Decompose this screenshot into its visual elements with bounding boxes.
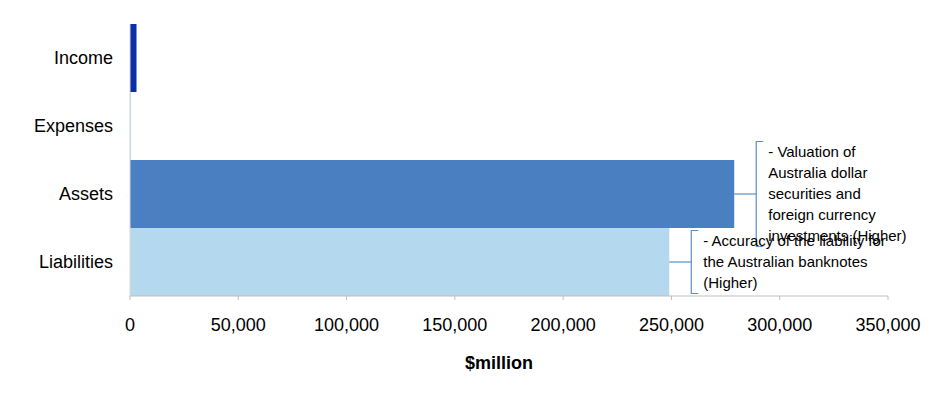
tick-label: 250,000	[639, 315, 704, 335]
tick	[454, 296, 455, 300]
bracket	[734, 193, 756, 194]
category-label: Assets	[59, 184, 113, 204]
bar	[130, 160, 734, 228]
tick-label: 100,000	[314, 315, 379, 335]
annotation-text: Australia dollar	[768, 164, 867, 181]
bracket	[691, 231, 698, 294]
annotation-text: foreign currency	[768, 206, 876, 223]
annotation: - Accuracy of the liability for the Austr…	[669, 231, 886, 294]
category-label: Expenses	[34, 116, 113, 136]
tick	[671, 296, 672, 300]
chart: Income Expenses Assets Liabilities 0 50,000 10…	[0, 0, 952, 397]
bracket	[756, 142, 763, 247]
tick-label: 200,000	[531, 315, 596, 335]
axis-label: $million	[465, 353, 533, 373]
bars	[130, 24, 734, 296]
tick	[779, 296, 780, 300]
annotation-text: - Accuracy of the liability for	[703, 232, 886, 249]
tick	[238, 296, 239, 300]
tick	[888, 296, 889, 300]
tick-label: 150,000	[422, 315, 487, 335]
tick-label: 0	[125, 315, 135, 335]
y-axis	[130, 24, 131, 296]
annotation-text: (Higher)	[703, 274, 757, 291]
tick-label: 50,000	[211, 315, 266, 335]
bar	[130, 228, 669, 296]
category-label: Income	[54, 48, 113, 68]
tick-label: 300,000	[747, 315, 812, 335]
annotation-text: the Australian banknotes	[703, 253, 867, 270]
tick	[563, 296, 564, 300]
x-axis	[130, 296, 888, 297]
category-label: Liabilities	[39, 252, 113, 272]
tick	[130, 296, 131, 300]
tick	[346, 296, 347, 300]
annotation-text: securities and	[768, 185, 861, 202]
annotation: - Valuation of Australia dollar securities…	[734, 142, 906, 247]
tick-label: 350,000	[855, 315, 920, 335]
bar	[130, 24, 136, 92]
bracket	[669, 261, 691, 262]
annotation-text: - Valuation of	[768, 143, 856, 160]
